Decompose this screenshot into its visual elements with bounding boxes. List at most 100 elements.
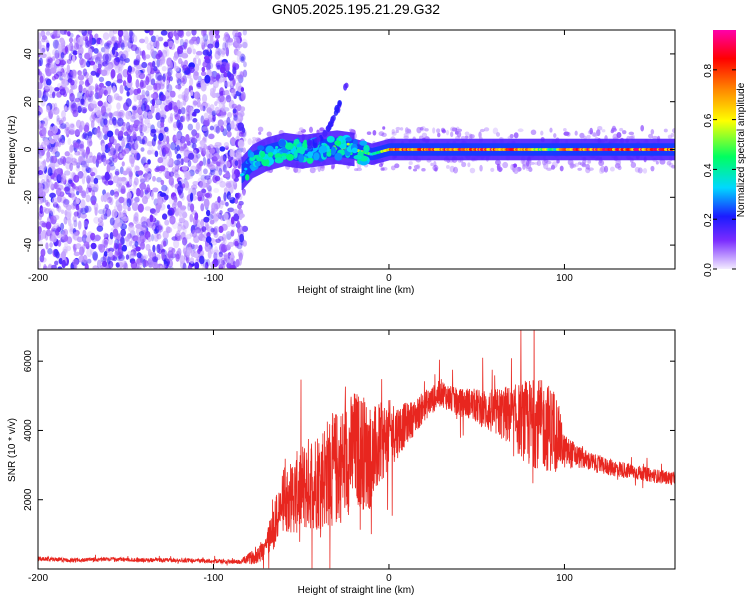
noise-speckle — [655, 160, 659, 165]
noise-speckle — [43, 265, 48, 269]
noise-speckle — [77, 185, 83, 191]
signal-streak — [313, 137, 318, 143]
noise-speckle — [496, 166, 503, 172]
noise-speckle — [100, 256, 107, 263]
noise-speckle — [84, 205, 89, 214]
noise-speckle — [598, 167, 604, 175]
noise-speckle — [99, 38, 104, 46]
noise-speckle — [529, 161, 536, 165]
noise-speckle — [150, 48, 155, 57]
noise-speckle — [115, 262, 120, 268]
noise-speckle — [237, 122, 245, 131]
noise-speckle — [49, 62, 55, 69]
noise-speckle — [50, 208, 55, 216]
noise-speckle — [72, 231, 80, 241]
noise-speckle — [252, 136, 257, 140]
noise-speckle — [174, 36, 180, 44]
noise-speckle — [126, 198, 132, 208]
signal-blob — [302, 139, 308, 149]
noise-speckle — [112, 153, 118, 163]
noise-speckle — [122, 80, 127, 87]
noise-speckle — [111, 36, 115, 42]
noise-speckle — [239, 233, 245, 243]
noise-speckle — [232, 78, 236, 87]
signal-core — [242, 170, 246, 174]
noise-speckle — [58, 45, 62, 54]
noise-speckle — [223, 141, 230, 148]
noise-speckle — [556, 159, 560, 164]
noise-speckle — [227, 194, 234, 201]
noise-speckle — [155, 71, 162, 81]
noise-speckle — [492, 127, 499, 135]
noise-speckle — [180, 205, 187, 211]
noise-speckle — [185, 171, 191, 181]
noise-speckle — [222, 89, 227, 96]
spectrogram-y-axis-label: Frequency (Hz) — [7, 116, 18, 185]
noise-speckle — [424, 128, 429, 132]
noise-speckle — [574, 130, 578, 136]
noise-speckle — [144, 187, 151, 193]
noise-speckle — [201, 42, 205, 50]
noise-speckle — [219, 263, 225, 269]
noise-speckle — [160, 116, 165, 124]
noise-speckle — [214, 175, 221, 182]
noise-speckle — [169, 215, 176, 225]
noise-speckle — [218, 225, 224, 234]
noise-speckle — [226, 257, 233, 264]
noise-speckle — [82, 108, 87, 114]
noise-speckle — [122, 50, 129, 60]
noise-speckle — [78, 142, 85, 152]
noise-speckle — [192, 180, 199, 186]
noise-speckle — [185, 234, 192, 240]
noise-speckle — [66, 209, 72, 218]
noise-speckle — [120, 42, 125, 50]
noise-speckle — [211, 202, 216, 212]
signal-blob — [281, 155, 287, 160]
noise-speckle — [90, 90, 94, 96]
noise-speckle — [64, 183, 71, 192]
noise-speckle — [133, 94, 138, 102]
noise-speckle — [57, 172, 63, 182]
noise-speckle — [125, 254, 130, 260]
noise-speckle — [218, 167, 223, 176]
noise-speckle — [46, 201, 51, 207]
noise-speckle — [445, 129, 450, 136]
noise-speckle — [180, 258, 186, 264]
noise-speckle — [143, 260, 149, 267]
noise-speckle — [433, 164, 438, 169]
noise-speckle — [146, 65, 151, 74]
signal-blob — [353, 154, 362, 160]
noise-speckle — [98, 243, 106, 253]
noise-speckle — [391, 129, 395, 134]
noise-speckle — [40, 147, 48, 152]
noise-speckle — [45, 56, 53, 66]
noise-speckle — [112, 79, 118, 86]
noise-speckle — [231, 103, 238, 109]
noise-speckle — [77, 90, 84, 101]
noise-speckle — [233, 208, 238, 215]
colorbar-tick-label: 0.0 — [703, 263, 714, 277]
noise-speckle — [235, 82, 242, 91]
noise-speckle — [129, 141, 135, 148]
noise-speckle — [366, 131, 372, 136]
noise-speckle — [83, 241, 90, 247]
noise-speckle — [509, 133, 514, 139]
noise-speckle — [186, 47, 192, 55]
noise-speckle — [91, 199, 96, 206]
noise-speckle — [115, 243, 119, 250]
noise-speckle — [206, 161, 214, 167]
noise-speckle — [142, 55, 147, 61]
noise-speckle — [348, 128, 354, 132]
noise-speckle — [154, 82, 162, 91]
noise-speckle — [192, 48, 196, 55]
noise-speckle — [128, 177, 133, 186]
noise-speckle — [73, 251, 81, 257]
signal-streak — [327, 122, 332, 128]
signal-blob — [261, 158, 270, 167]
noise-speckle — [640, 124, 645, 132]
signal-blob — [307, 157, 314, 163]
noise-speckle — [192, 118, 198, 123]
snr-panel: -200 -100 0 100 2000 4000 6000 Height of strai… — [7, 329, 676, 596]
noise-speckle — [42, 196, 47, 203]
noise-speckle — [74, 76, 79, 85]
